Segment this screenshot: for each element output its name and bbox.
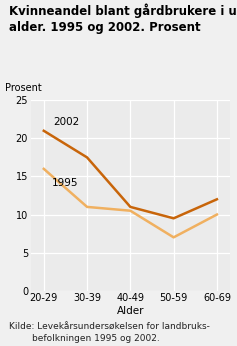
Text: 2002: 2002 [53, 117, 80, 127]
Text: Kilde: Levekårsundersøkelsen for landbruks-
        befolkningen 1995 og 2002.: Kilde: Levekårsundersøkelsen for landbru… [9, 322, 210, 343]
Text: 1995: 1995 [52, 178, 78, 188]
Text: Kvinneandel blant gårdbrukere i ulik
alder. 1995 og 2002. Prosent: Kvinneandel blant gårdbrukere i ulik ald… [9, 3, 237, 34]
X-axis label: Alder: Alder [117, 306, 144, 316]
Text: Prosent: Prosent [5, 83, 42, 93]
